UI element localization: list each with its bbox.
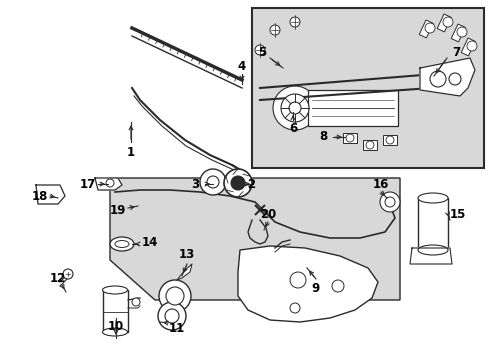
Bar	[103, 290, 128, 332]
Circle shape	[269, 25, 280, 35]
Circle shape	[289, 303, 299, 313]
Ellipse shape	[417, 193, 447, 203]
Bar	[307, 90, 397, 126]
Circle shape	[346, 134, 353, 142]
Text: 7: 7	[451, 45, 459, 58]
Text: 15: 15	[449, 207, 465, 220]
Circle shape	[385, 136, 393, 144]
Text: 18: 18	[32, 189, 48, 202]
Bar	[436, 14, 450, 32]
Bar	[418, 20, 432, 38]
Text: 2: 2	[246, 177, 255, 190]
Circle shape	[272, 86, 316, 130]
Circle shape	[200, 169, 225, 195]
Bar	[342, 133, 356, 143]
Text: 14: 14	[142, 237, 158, 249]
Text: 3: 3	[190, 177, 199, 190]
Text: 4: 4	[237, 59, 245, 72]
Circle shape	[106, 179, 114, 187]
Bar	[251, 8, 483, 168]
Ellipse shape	[102, 328, 127, 336]
Circle shape	[289, 272, 305, 288]
Ellipse shape	[110, 237, 134, 251]
Ellipse shape	[417, 245, 447, 255]
Text: 16: 16	[372, 177, 388, 190]
Polygon shape	[409, 248, 451, 264]
Circle shape	[424, 23, 434, 33]
Circle shape	[365, 141, 373, 149]
Text: 20: 20	[259, 207, 276, 220]
Text: 11: 11	[168, 321, 185, 334]
Circle shape	[132, 298, 140, 306]
Circle shape	[429, 71, 445, 87]
Circle shape	[159, 280, 191, 312]
Circle shape	[456, 27, 466, 37]
Polygon shape	[110, 178, 399, 300]
Circle shape	[165, 287, 183, 305]
Bar	[460, 38, 474, 56]
Ellipse shape	[102, 286, 127, 294]
Circle shape	[158, 302, 185, 330]
Circle shape	[466, 41, 476, 51]
Circle shape	[164, 309, 179, 323]
Text: 10: 10	[108, 320, 124, 333]
Text: 8: 8	[318, 130, 326, 144]
Ellipse shape	[115, 240, 129, 248]
Bar	[382, 135, 396, 145]
Text: 5: 5	[257, 46, 265, 59]
Circle shape	[331, 280, 343, 292]
Circle shape	[379, 192, 399, 212]
Circle shape	[230, 176, 244, 190]
Polygon shape	[36, 185, 65, 204]
Text: 17: 17	[80, 177, 96, 190]
Text: 19: 19	[110, 203, 126, 216]
Bar	[450, 24, 464, 42]
Circle shape	[442, 17, 452, 27]
Circle shape	[281, 94, 308, 122]
Polygon shape	[177, 264, 192, 280]
Bar	[362, 140, 376, 150]
Polygon shape	[95, 178, 122, 190]
Circle shape	[254, 45, 264, 55]
Text: 13: 13	[179, 248, 195, 261]
Circle shape	[206, 176, 219, 188]
Text: 6: 6	[288, 122, 297, 135]
Text: 9: 9	[311, 282, 320, 294]
Text: 12: 12	[50, 271, 66, 284]
Circle shape	[288, 102, 301, 114]
Polygon shape	[238, 246, 377, 322]
Circle shape	[289, 17, 299, 27]
Circle shape	[448, 73, 460, 85]
Bar	[417, 198, 447, 250]
Text: 1: 1	[127, 145, 135, 158]
Circle shape	[63, 269, 73, 279]
Circle shape	[384, 197, 394, 207]
Circle shape	[224, 169, 251, 197]
Polygon shape	[419, 58, 474, 96]
